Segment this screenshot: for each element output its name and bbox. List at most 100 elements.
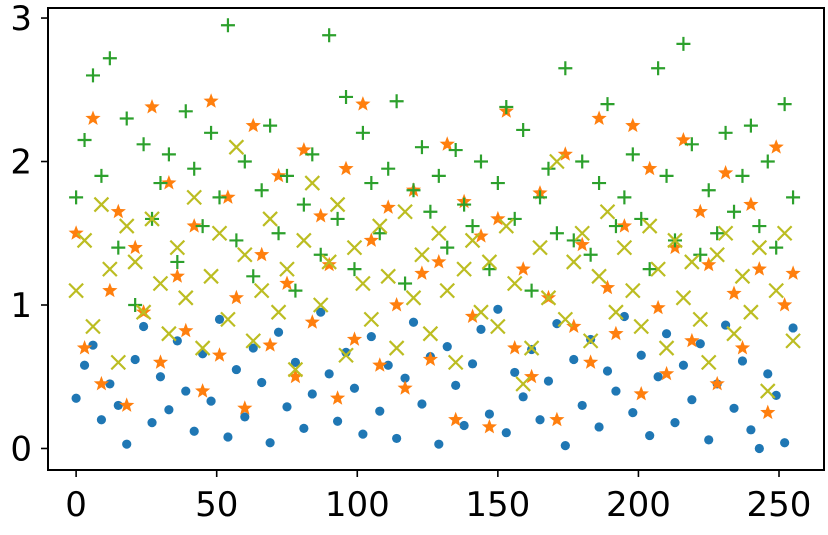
x-point — [473, 304, 489, 320]
star-point — [178, 322, 194, 338]
x-point — [692, 311, 709, 328]
axes: 0 50 100 150 200 250 0 1 2 3 — [10, 0, 811, 525]
x-point — [363, 311, 380, 328]
star-point — [431, 254, 447, 269]
x-point — [599, 203, 616, 220]
x-point — [481, 254, 498, 270]
plus-point — [634, 211, 649, 226]
star-point — [616, 218, 632, 233]
dot-point — [459, 420, 469, 431]
dot-point — [484, 409, 495, 419]
dot-point — [392, 433, 402, 444]
dot-point — [636, 350, 646, 360]
plus-point — [524, 283, 539, 298]
x-point — [220, 311, 236, 328]
star-point — [270, 167, 287, 183]
plus-point — [288, 283, 303, 298]
star-point — [346, 331, 363, 346]
plus-point — [701, 183, 716, 198]
dot-point — [138, 321, 149, 332]
dot-point — [155, 372, 166, 382]
star-point — [515, 261, 531, 276]
x-tick-label: 0 — [65, 485, 87, 525]
x-point — [540, 290, 557, 306]
x-point — [144, 211, 160, 227]
x-point — [388, 340, 405, 356]
plus-point — [322, 28, 337, 43]
plus-point — [153, 176, 168, 191]
dot-point — [88, 340, 98, 350]
plus-point — [676, 36, 691, 51]
x-point — [532, 239, 548, 256]
plus-point — [752, 219, 767, 234]
dot-point — [729, 403, 739, 413]
dot-point — [299, 423, 309, 433]
x-point — [456, 261, 472, 277]
x-point — [296, 232, 312, 249]
x-point — [270, 304, 287, 320]
x-point — [675, 290, 692, 306]
y-tick-label: 0 — [10, 429, 32, 469]
star-point — [262, 337, 278, 352]
x-point — [152, 275, 169, 292]
dot-point — [223, 432, 233, 442]
dot-point — [746, 425, 756, 435]
x-point — [549, 153, 565, 170]
star-point — [599, 279, 616, 295]
x-point — [633, 318, 650, 335]
dot-point — [122, 439, 132, 449]
plus-point — [651, 61, 666, 76]
star-point — [591, 110, 607, 125]
x-point — [186, 189, 202, 206]
plus-point — [710, 226, 725, 241]
plus-point — [195, 219, 210, 234]
x-point — [667, 232, 683, 249]
x-tick-label: 100 — [325, 485, 390, 525]
dot-point — [687, 395, 697, 405]
x-point — [574, 225, 590, 242]
x-point — [118, 218, 135, 234]
plus-point — [85, 68, 100, 83]
x-point — [203, 268, 219, 285]
x-point — [279, 261, 295, 277]
star-point — [330, 390, 346, 405]
dot-point — [602, 366, 613, 376]
star-point — [507, 340, 523, 355]
x-point — [312, 297, 329, 313]
dot-point — [645, 430, 655, 441]
star-point — [760, 404, 776, 420]
star-point — [734, 340, 751, 355]
dot-point — [358, 429, 368, 439]
x-point — [127, 254, 143, 270]
dot-point — [670, 418, 680, 428]
plus-point — [406, 183, 421, 198]
x-point — [785, 333, 801, 349]
star-point — [684, 332, 700, 348]
plus-point — [575, 154, 590, 169]
dot-point — [467, 359, 478, 369]
x-point — [650, 261, 666, 277]
dot-point — [577, 400, 587, 411]
dot-point — [147, 418, 157, 428]
plus-point — [178, 104, 193, 119]
x-point — [85, 318, 101, 335]
dot-point — [451, 380, 461, 390]
plus-point — [718, 125, 733, 140]
plus-point — [769, 240, 784, 255]
dot-point — [518, 392, 528, 402]
dot-point — [560, 441, 570, 451]
plus-point — [549, 226, 564, 241]
star-point — [743, 196, 759, 211]
plus-point — [170, 254, 185, 269]
star-point — [608, 325, 624, 341]
star-point — [524, 368, 540, 384]
x-point — [608, 304, 624, 320]
plus-point — [305, 147, 320, 162]
plus-point — [533, 190, 548, 205]
dot-point — [240, 412, 250, 422]
dot-point — [442, 342, 452, 352]
plus-point — [389, 94, 404, 109]
x-point — [515, 376, 531, 392]
plus-point — [735, 168, 750, 183]
